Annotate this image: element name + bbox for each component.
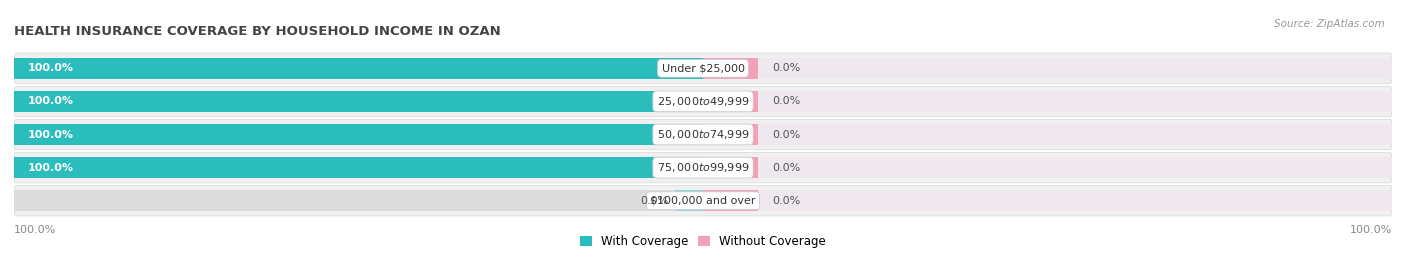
Bar [703, 91, 758, 112]
Bar [14, 58, 703, 79]
Text: Source: ZipAtlas.com: Source: ZipAtlas.com [1274, 19, 1385, 29]
FancyBboxPatch shape [14, 86, 1392, 117]
Text: 0.0%: 0.0% [772, 196, 800, 206]
Text: 0.0%: 0.0% [772, 162, 800, 173]
Text: 100.0%: 100.0% [28, 162, 75, 173]
Text: 0.0%: 0.0% [772, 129, 800, 140]
Text: 100.0%: 100.0% [14, 225, 56, 235]
Text: Under $25,000: Under $25,000 [661, 63, 745, 73]
Text: $75,000 to $99,999: $75,000 to $99,999 [657, 161, 749, 174]
Text: 100.0%: 100.0% [28, 63, 75, 73]
Text: 0.0%: 0.0% [772, 63, 800, 73]
Text: $25,000 to $49,999: $25,000 to $49,999 [657, 95, 749, 108]
Bar [703, 124, 1392, 145]
Bar [703, 58, 758, 79]
Bar [14, 157, 703, 178]
Bar [703, 91, 1392, 112]
FancyBboxPatch shape [14, 152, 1392, 183]
Text: $100,000 and over: $100,000 and over [650, 196, 756, 206]
Text: 100.0%: 100.0% [28, 129, 75, 140]
Text: 100.0%: 100.0% [1350, 225, 1392, 235]
Text: 0.0%: 0.0% [772, 96, 800, 107]
Bar [703, 157, 758, 178]
FancyBboxPatch shape [14, 53, 1392, 83]
Bar [703, 157, 1392, 178]
Bar [14, 124, 703, 145]
FancyBboxPatch shape [14, 119, 1392, 150]
Bar [703, 190, 758, 211]
Text: 100.0%: 100.0% [28, 96, 75, 107]
Text: HEALTH INSURANCE COVERAGE BY HOUSEHOLD INCOME IN OZAN: HEALTH INSURANCE COVERAGE BY HOUSEHOLD I… [14, 24, 501, 38]
Bar [14, 124, 703, 145]
Bar [675, 190, 703, 211]
Legend: With Coverage, Without Coverage: With Coverage, Without Coverage [575, 230, 831, 253]
Bar [14, 157, 703, 178]
Bar [703, 58, 1392, 79]
FancyBboxPatch shape [14, 186, 1392, 216]
Bar [703, 190, 1392, 211]
Text: $50,000 to $74,999: $50,000 to $74,999 [657, 128, 749, 141]
Bar [14, 58, 703, 79]
Text: 0.0%: 0.0% [640, 196, 669, 206]
Bar [14, 91, 703, 112]
Bar [14, 91, 703, 112]
Bar [14, 190, 703, 211]
Bar [703, 124, 758, 145]
